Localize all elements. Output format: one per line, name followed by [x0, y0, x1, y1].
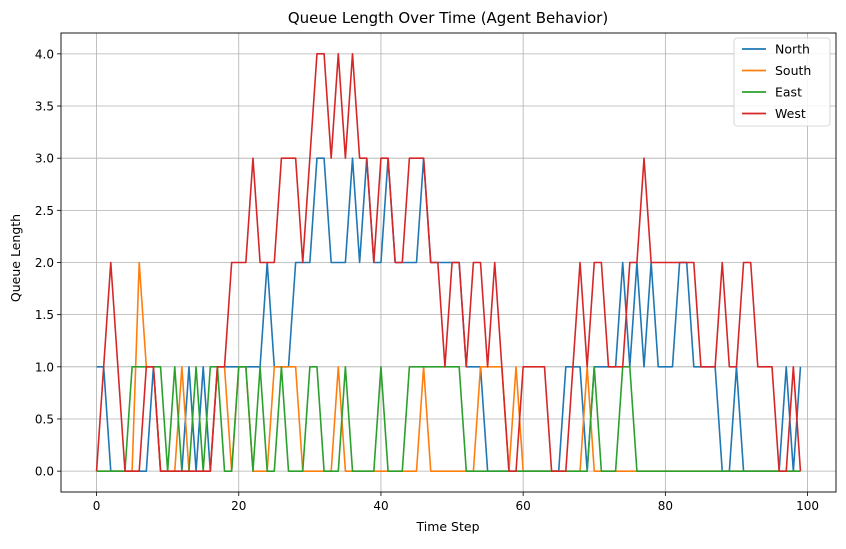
legend-label-west: West	[775, 106, 806, 121]
x-tick-label: 40	[373, 499, 388, 513]
y-tick-label: 1.0	[35, 360, 54, 374]
x-tick-label: 100	[796, 499, 819, 513]
y-tick-label: 2.5	[35, 204, 54, 218]
series-layer	[95, 53, 802, 472]
series-line-east	[96, 366, 801, 472]
y-tick-label: 0.5	[35, 412, 54, 426]
y-tick-label: 3.5	[35, 100, 54, 114]
y-tick-label: 0.0	[35, 465, 54, 479]
y-tick-label: 1.5	[35, 308, 54, 322]
x-tick-label: 20	[231, 499, 246, 513]
x-tick-label: 0	[93, 499, 101, 513]
chart-title: Queue Length Over Time (Agent Behavior)	[288, 9, 608, 27]
legend-label-north: North	[775, 42, 810, 57]
legend-label-east: East	[775, 85, 802, 100]
y-tick-label: 3.0	[35, 152, 54, 166]
legend: North South East West	[733, 37, 831, 127]
tick-layer: 0 20 40 60 80 100 0.0 0.5 1.0 1.5 2.0 2.5 3.0 3.5 4.0	[35, 47, 819, 513]
y-axis-label: Queue Length	[8, 214, 23, 302]
x-tick-label: 80	[658, 499, 673, 513]
legend-label-south: South	[775, 63, 811, 78]
series-line-west	[95, 53, 802, 472]
y-tick-label: 4.0	[35, 47, 54, 61]
x-tick-label: 60	[516, 499, 531, 513]
y-tick-label: 2.0	[35, 256, 54, 270]
legend-box	[733, 37, 831, 127]
x-axis-label: Time Step	[415, 519, 479, 534]
